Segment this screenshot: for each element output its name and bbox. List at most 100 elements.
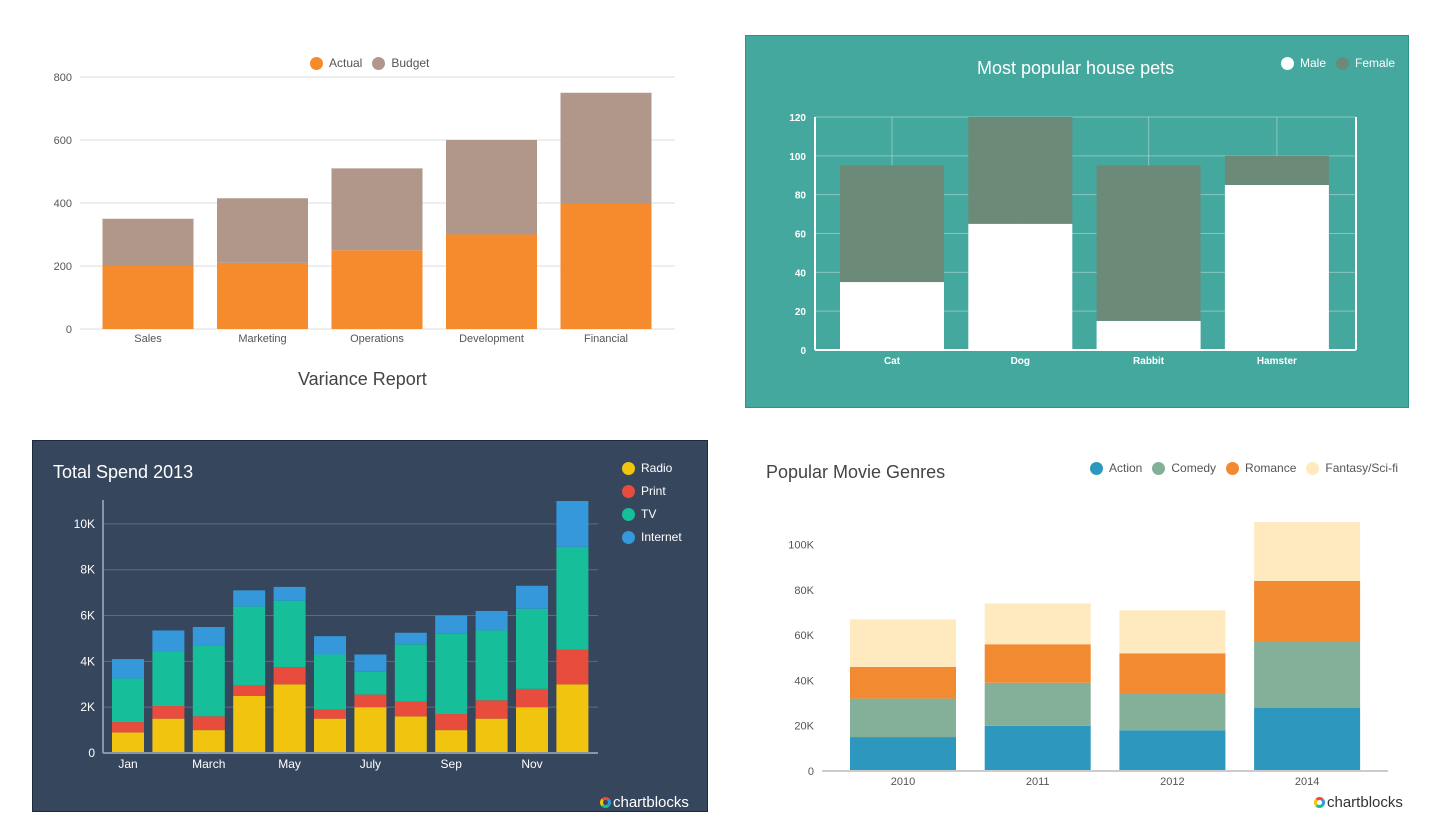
y-tick-label: 60: [795, 230, 807, 241]
legend-item-tv[interactable]: TV: [622, 507, 656, 521]
legend-item-actual[interactable]: Actual: [310, 56, 362, 70]
bar-internet-july: [354, 654, 387, 672]
x-tick-label: March: [192, 757, 225, 771]
x-tick-label: 2011: [1026, 776, 1050, 788]
bar-tv-july: [354, 671, 387, 695]
legend-swatch: [310, 56, 323, 70]
legend-label: Internet: [641, 530, 682, 544]
bar-comedy-2010: [850, 698, 956, 738]
y-tick-label: 8K: [80, 563, 95, 577]
bar-action-2014: [1254, 707, 1361, 771]
bar-actual-operations: [331, 250, 423, 329]
y-tick-label: 200: [54, 261, 72, 273]
x-tick-label: Development: [459, 333, 524, 345]
x-tick-label: Nov: [521, 757, 542, 771]
legend-label: Budget: [391, 56, 430, 70]
legend-item-internet[interactable]: Internet: [622, 530, 682, 544]
legend-label: Fantasy/Sci-fi: [1325, 461, 1399, 475]
bar-print-jun: [314, 709, 346, 719]
x-tick-label: 2010: [891, 776, 915, 788]
y-tick-label: 0: [800, 346, 806, 357]
bar-fantasy-sci-fi-2010: [850, 619, 956, 667]
chartblocks-logo: chartblocks: [600, 794, 689, 811]
legend-item-fantasy[interactable]: Fantasy/Sci-fi: [1306, 461, 1398, 475]
x-tick-label: Operations: [350, 333, 404, 345]
legend-swatch: [1226, 461, 1240, 475]
bar-tv-nov: [516, 608, 548, 689]
bar-comedy-2014: [1254, 641, 1361, 708]
y-tick-label: 20K: [794, 721, 814, 733]
bar-print-may: [273, 667, 306, 685]
bar-internet-march: [192, 627, 225, 646]
bar-romance-2014: [1254, 580, 1361, 642]
bar-radio-aug: [394, 716, 427, 753]
bar-tv-feb: [152, 651, 185, 707]
legend-label: TV: [641, 507, 657, 521]
bar-internet-oct: [475, 610, 508, 631]
bar-print-nov: [516, 688, 548, 708]
legend-label: Female: [1355, 56, 1396, 70]
y-tick-label: 600: [54, 135, 72, 147]
legend-swatch: [622, 530, 635, 544]
bar-tv-jan: [112, 678, 144, 723]
bar-print-march: [192, 716, 225, 731]
bar-print-jan: [112, 722, 144, 733]
bar-male-cat: [840, 282, 944, 350]
legend-swatch: [1336, 56, 1350, 70]
bar-romance-2012: [1119, 653, 1226, 695]
bar-actual-financial: [560, 203, 652, 329]
legend-swatch: [372, 56, 386, 70]
bar-radio-apr: [233, 695, 266, 753]
bar-radio-jun: [314, 718, 346, 753]
bar-tv-may: [273, 600, 306, 668]
legend-label: Actual: [329, 56, 363, 70]
movie-genres-title: Popular Movie Genres: [766, 462, 946, 482]
legend-swatch: [1090, 461, 1103, 475]
y-tick-label: 0: [808, 766, 814, 778]
legend-label: Radio: [641, 461, 673, 475]
legend-swatch: [622, 461, 635, 475]
bar-action-2010: [850, 737, 956, 771]
legend-item-radio[interactable]: Radio: [622, 461, 672, 475]
bar-print-apr: [233, 685, 266, 696]
legend-swatch: [1152, 461, 1166, 475]
x-tick-label: Sep: [441, 757, 463, 771]
bar-budget-development: [446, 140, 537, 235]
y-tick-label: 0: [66, 324, 72, 336]
y-tick-label: 800: [54, 72, 72, 84]
y-tick-label: 100: [789, 152, 806, 163]
legend-item-comedy[interactable]: Comedy: [1152, 461, 1216, 475]
pets-legend: Male Female: [1281, 56, 1395, 70]
bar-internet-jan: [112, 659, 144, 679]
x-tick-label: July: [360, 757, 381, 771]
bar-female-rabbit: [1096, 165, 1201, 321]
legend-item-print[interactable]: Print: [622, 484, 666, 498]
legend-swatch: [622, 484, 635, 498]
bar-tv-jun: [314, 654, 346, 710]
bar-action-2012: [1119, 730, 1226, 771]
bar-tv-dec: [556, 546, 589, 650]
movie-legend: Action Comedy Romance Fantasy/Sci-fi: [1090, 461, 1398, 475]
variance-report-title: Variance Report: [298, 369, 427, 389]
bar-male-rabbit: [1096, 320, 1201, 350]
bar-male-dog: [968, 223, 1073, 350]
legend-item-male[interactable]: Male: [1281, 56, 1326, 70]
x-tick-label: Sales: [134, 333, 162, 345]
legend-item-female[interactable]: Female: [1336, 56, 1395, 70]
legend-label: Action: [1109, 461, 1143, 475]
bar-radio-may: [273, 684, 306, 753]
legend-label: Print: [641, 484, 666, 498]
legend-item-budget[interactable]: Budget: [372, 56, 429, 70]
bar-internet-aug: [394, 632, 427, 645]
variance-legend: Actual Budget: [310, 56, 429, 70]
bar-internet-dec: [556, 501, 589, 547]
bar-budget-marketing: [217, 198, 308, 263]
x-tick-label: 2014: [1295, 776, 1319, 788]
chartblocks-logo-icon: [600, 797, 611, 808]
y-tick-label: 20: [795, 307, 807, 318]
bar-internet-may: [273, 586, 306, 601]
legend-item-action[interactable]: Action: [1090, 461, 1142, 475]
x-tick-label: Jan: [118, 757, 137, 771]
legend-item-romance[interactable]: Romance: [1226, 461, 1296, 475]
